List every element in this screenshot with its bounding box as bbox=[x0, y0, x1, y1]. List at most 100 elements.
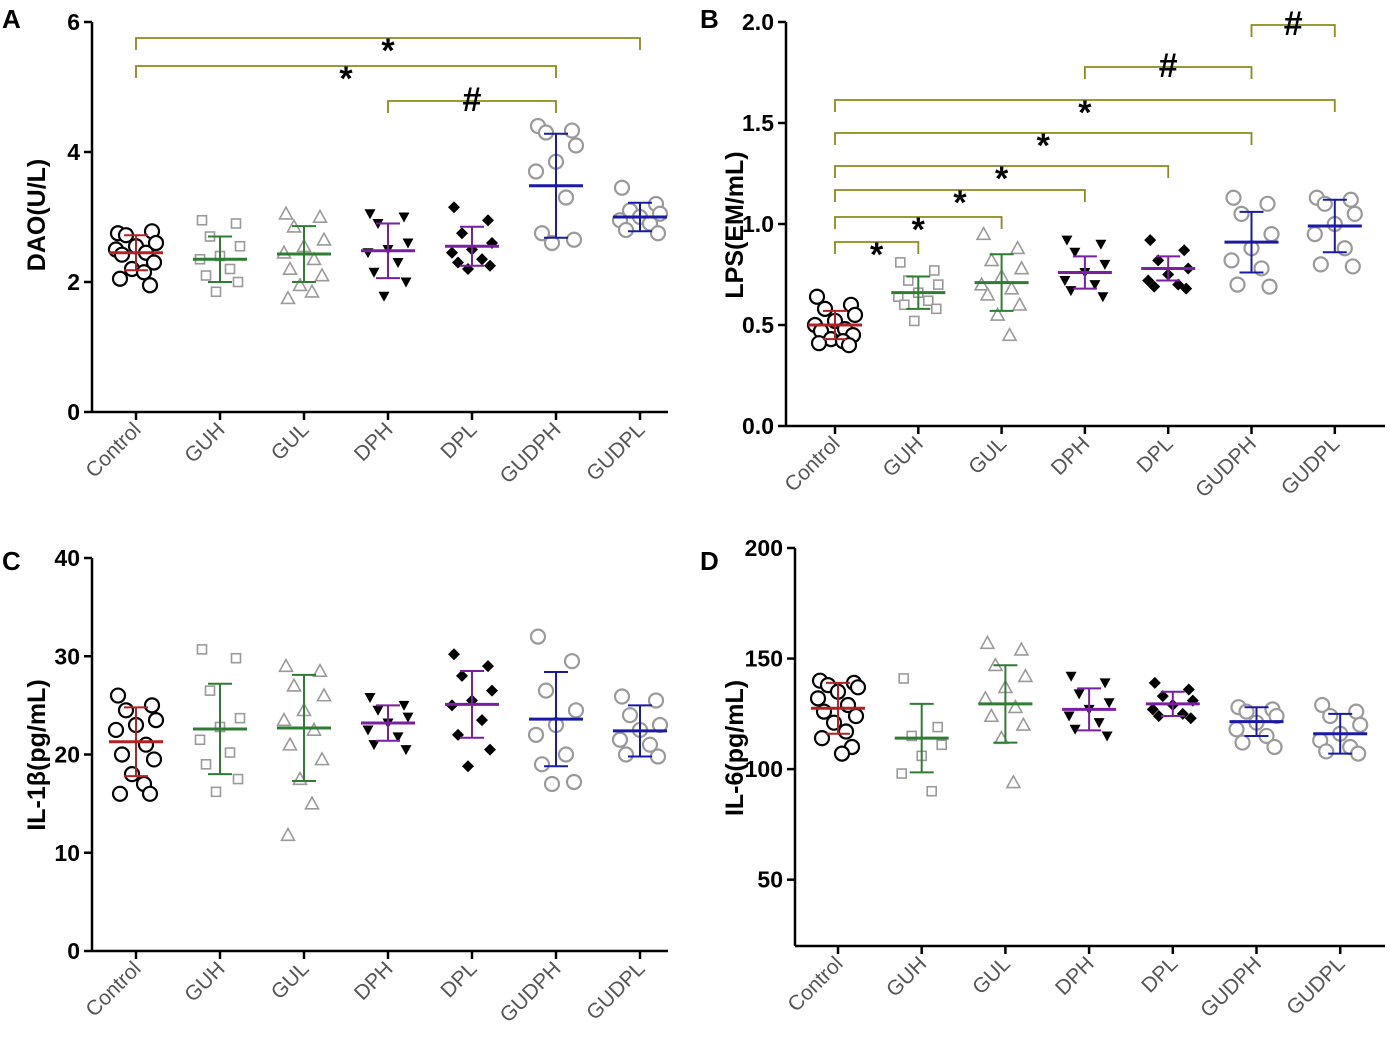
x-tick-label: GUDPH bbox=[1191, 432, 1261, 502]
data-point bbox=[906, 730, 918, 742]
panel-a: A 0 2 4 6 DAO(U/L) Control GUH GUL DPH DPL GUDPH GU… bbox=[2, 4, 669, 488]
y-tick-label: 30 bbox=[54, 643, 80, 669]
x-tick-label: DPH bbox=[1051, 952, 1099, 1000]
data-point bbox=[282, 736, 298, 751]
data-point bbox=[1003, 280, 1020, 295]
data-point bbox=[402, 238, 414, 249]
data-point bbox=[894, 257, 906, 268]
data-point bbox=[1156, 690, 1169, 703]
data-point bbox=[896, 768, 908, 779]
data-point bbox=[392, 258, 404, 268]
x-tick-label: GUDPL bbox=[1282, 952, 1349, 1019]
data-point bbox=[1097, 292, 1109, 303]
x-tick-label: GUDPH bbox=[496, 957, 566, 1027]
data-point bbox=[808, 288, 826, 305]
data-point bbox=[111, 785, 129, 802]
data-point bbox=[402, 712, 414, 723]
data-point bbox=[527, 163, 545, 180]
data-point bbox=[312, 662, 328, 677]
data-point bbox=[109, 687, 127, 704]
data-point bbox=[1013, 641, 1030, 656]
data-point bbox=[649, 748, 667, 765]
y-tick-label: 0.0 bbox=[742, 413, 774, 439]
data-point bbox=[641, 736, 659, 753]
data-point bbox=[145, 751, 163, 768]
x-tick-label: DPL bbox=[1137, 952, 1182, 997]
data-point bbox=[113, 746, 131, 763]
data-point bbox=[1093, 718, 1105, 729]
data-point bbox=[647, 692, 665, 709]
data-point bbox=[527, 726, 545, 743]
x-tick-label: GUH bbox=[882, 952, 931, 1001]
data-point bbox=[314, 267, 330, 282]
y-tick-label: 150 bbox=[745, 646, 783, 672]
data-point bbox=[286, 677, 302, 692]
data-point bbox=[462, 760, 474, 773]
y-tick-label: 50 bbox=[757, 867, 783, 893]
panel-letter-a: A bbox=[2, 4, 21, 34]
data-point bbox=[276, 244, 292, 259]
significance-bracket bbox=[1250, 24, 1336, 37]
data-point bbox=[378, 291, 390, 302]
data-point bbox=[400, 277, 412, 288]
data-point bbox=[1348, 703, 1365, 720]
data-point bbox=[456, 669, 468, 682]
data-point bbox=[617, 746, 635, 763]
data-point bbox=[928, 265, 940, 276]
data-point bbox=[1182, 683, 1195, 696]
y-tick-label: 6 bbox=[67, 9, 80, 35]
data-point bbox=[1099, 678, 1111, 689]
x-tick-label: DPH bbox=[1047, 432, 1095, 480]
data-point bbox=[613, 179, 631, 196]
data-point bbox=[1007, 699, 1024, 714]
y-axis-label: LPS(EM/mL) bbox=[721, 151, 749, 298]
data-point bbox=[482, 214, 494, 227]
data-point bbox=[1069, 247, 1081, 258]
data-point bbox=[975, 225, 992, 241]
data-point bbox=[1013, 260, 1030, 275]
data-point bbox=[922, 295, 934, 307]
data-point bbox=[543, 234, 561, 252]
data-point bbox=[210, 286, 222, 298]
x-tick-label: Control bbox=[81, 418, 145, 482]
data-point bbox=[1146, 703, 1159, 716]
data-point bbox=[1005, 774, 1022, 789]
data-point bbox=[1233, 205, 1250, 222]
data-point bbox=[316, 231, 332, 246]
data-point bbox=[979, 286, 996, 301]
significance-bracket bbox=[834, 241, 920, 254]
data-point bbox=[452, 728, 464, 741]
data-point bbox=[1266, 738, 1283, 756]
data-point bbox=[196, 644, 208, 655]
y-tick-label: 0.5 bbox=[742, 312, 774, 338]
data-point bbox=[368, 740, 380, 751]
data-point bbox=[1001, 326, 1018, 342]
data-point bbox=[141, 785, 159, 802]
data-point bbox=[567, 702, 585, 719]
data-point bbox=[1263, 226, 1280, 243]
data-point bbox=[1152, 710, 1165, 723]
data-point bbox=[1346, 205, 1363, 222]
x-tick-label: GUH bbox=[879, 432, 928, 481]
x-tick-label: GUDPH bbox=[496, 418, 566, 488]
data-point bbox=[930, 303, 942, 315]
data-point bbox=[282, 260, 298, 276]
data-point bbox=[230, 652, 242, 664]
data-point bbox=[565, 773, 583, 791]
data-point bbox=[557, 746, 575, 763]
x-tick-label: GUDPH bbox=[1196, 952, 1266, 1022]
x-tick-label: DPL bbox=[436, 957, 481, 1002]
data-point bbox=[1172, 278, 1185, 291]
significance-bracket bbox=[1084, 66, 1253, 79]
data-point bbox=[1069, 724, 1081, 735]
data-point bbox=[649, 225, 667, 242]
significance-label: # bbox=[1284, 5, 1303, 43]
data-point bbox=[810, 335, 828, 352]
data-point bbox=[312, 208, 328, 223]
data-point bbox=[476, 253, 488, 266]
data-point bbox=[135, 264, 153, 281]
panel-letter-c: C bbox=[2, 546, 21, 576]
data-point bbox=[1015, 716, 1032, 731]
data-point bbox=[1261, 278, 1278, 295]
y-tick-label: 10 bbox=[54, 840, 80, 866]
